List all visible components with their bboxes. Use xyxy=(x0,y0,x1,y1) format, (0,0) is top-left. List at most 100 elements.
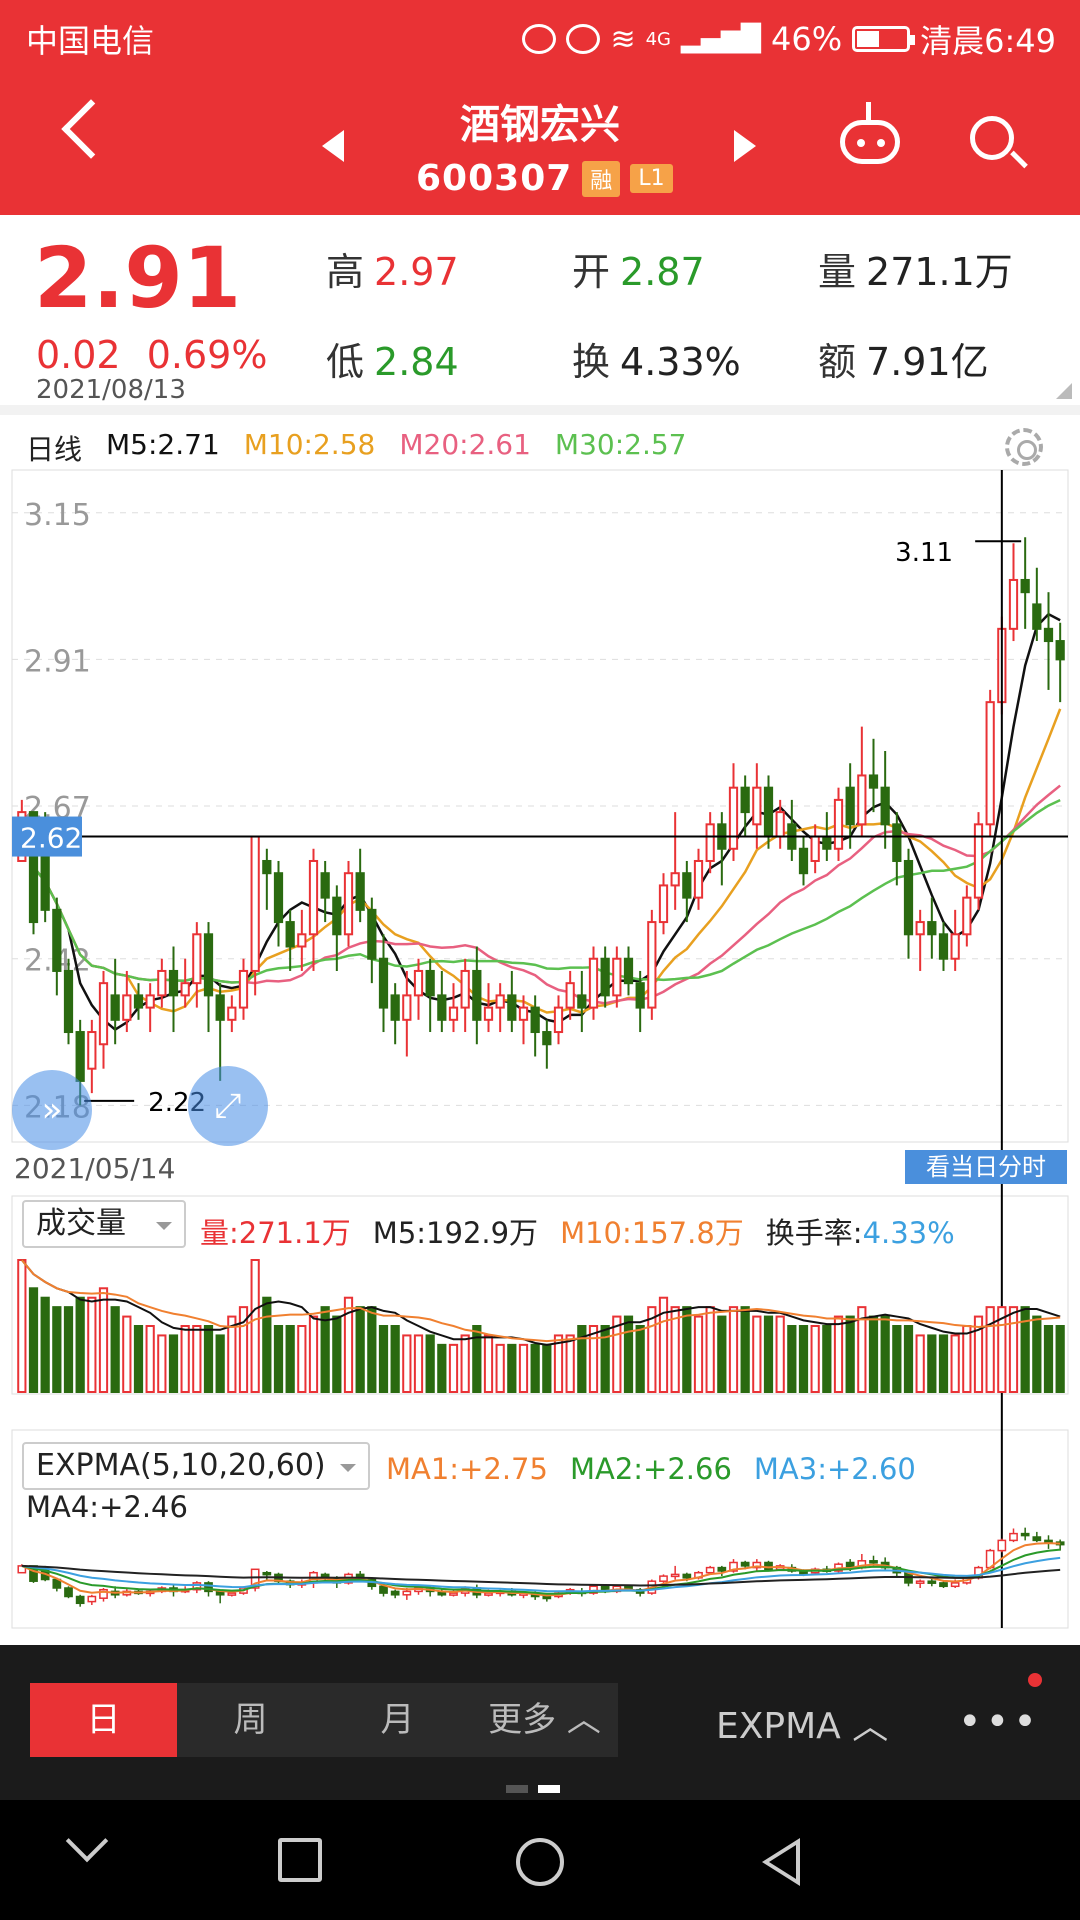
candle-down xyxy=(892,823,902,862)
expma-candle-up xyxy=(402,1590,412,1596)
candle-up xyxy=(145,994,155,1009)
gear-icon[interactable] xyxy=(1005,428,1043,466)
tab-more[interactable]: 更多 ︿ xyxy=(488,1700,601,1740)
bottom-toolbar: 日 周 月 更多 ︿ EXPMA ︿ ••• xyxy=(0,1645,1080,1800)
expma-candle-up xyxy=(705,1566,715,1574)
chevron-down-icon xyxy=(156,1222,172,1230)
candle-up xyxy=(705,823,715,862)
candle-up xyxy=(413,969,424,997)
volume-bar-down xyxy=(822,1325,832,1393)
candle-down xyxy=(203,933,214,997)
volume-bar-up xyxy=(915,1334,925,1394)
candle-up xyxy=(658,884,669,924)
fullscreen-icon[interactable]: ⤢ xyxy=(188,1066,268,1146)
candle-up xyxy=(833,798,844,850)
volume-bar-down xyxy=(355,1306,365,1393)
volume-bar-up xyxy=(180,1325,190,1393)
alarm-icon xyxy=(522,24,557,54)
volume-chart-frame xyxy=(11,1195,1069,1395)
candle-down xyxy=(542,1031,552,1046)
scroll-left-icon[interactable]: » xyxy=(12,1070,92,1150)
expma-ma2-line xyxy=(21,1548,1061,1595)
candle-up xyxy=(518,1006,529,1021)
volume-bar-up xyxy=(17,1259,27,1393)
volume-bar-down xyxy=(1020,1306,1030,1393)
candle-up xyxy=(402,994,412,1021)
candle-down xyxy=(285,921,295,948)
candle-down xyxy=(355,872,365,911)
hide-nav-icon[interactable] xyxy=(65,1819,109,1863)
volume-bar-down xyxy=(763,1315,774,1393)
volume-bar-down xyxy=(437,1343,447,1394)
search-icon[interactable] xyxy=(970,116,1014,160)
volume-bar-down xyxy=(542,1343,552,1394)
candle-down xyxy=(1020,578,1030,594)
quote-panel: 2.91 0.02 0.69% 2021/08/13 高 2.97 开 2.87 量… xyxy=(0,215,1080,405)
volume-bar-down xyxy=(203,1325,214,1393)
stock-code-row: 600307 融 L1 xyxy=(416,158,673,199)
volume-bar-down xyxy=(507,1343,517,1394)
volume-bar-down xyxy=(63,1306,74,1393)
robot-assistant-icon[interactable] xyxy=(840,120,900,164)
volume-bar-down xyxy=(40,1296,50,1393)
volume-ma10-line xyxy=(21,1259,1061,1343)
volume-bar-up xyxy=(588,1325,599,1393)
expma-legend: MA1:+2.75 MA2:+2.66 MA3:+2.60 xyxy=(386,1452,916,1486)
expma-candle-down xyxy=(682,1573,692,1579)
prev-stock-icon[interactable] xyxy=(322,130,344,162)
candle-up xyxy=(192,933,202,985)
tab-month[interactable]: 月 xyxy=(380,1700,415,1740)
expma-chart-frame xyxy=(11,1429,1069,1629)
volume-bar-down xyxy=(285,1325,295,1393)
candle-down xyxy=(437,994,447,1021)
candle-down xyxy=(868,774,879,789)
volume-bar-down xyxy=(75,1296,85,1393)
expma-candle-down xyxy=(379,1585,388,1594)
candle-down xyxy=(740,786,750,814)
volume-indicator-dropdown[interactable]: 成交量 xyxy=(22,1200,186,1248)
turnover-field: 换 4.33% xyxy=(572,331,741,386)
tab-week[interactable]: 周 xyxy=(233,1700,268,1740)
expma-candle-down xyxy=(204,1582,213,1593)
volume-legend: 量:271.1万 M5:192.9万 M10:157.8万 换手率:4.33% xyxy=(200,1210,955,1252)
candle-up xyxy=(227,1006,237,1021)
candle-down xyxy=(63,969,74,1034)
expma-ma3-line xyxy=(21,1556,1061,1593)
expand-corner-icon[interactable] xyxy=(1056,383,1072,399)
home-icon[interactable] xyxy=(516,1838,564,1886)
period-label: 日线 xyxy=(26,433,83,466)
candle-up xyxy=(612,957,622,997)
indicator-switch-button[interactable]: EXPMA ︿ xyxy=(716,1706,889,1747)
recents-icon[interactable] xyxy=(278,1838,322,1882)
more-options-icon[interactable]: ••• xyxy=(958,1699,1041,1745)
signal-icon: ▂▄▆█ xyxy=(681,24,761,54)
tab-day[interactable]: 日 xyxy=(30,1683,177,1757)
candle-up xyxy=(1008,578,1019,630)
volume-bar-up xyxy=(157,1334,167,1394)
back-nav-icon[interactable] xyxy=(762,1838,800,1886)
volume-bar-up xyxy=(402,1334,412,1394)
volume-bar-down xyxy=(133,1325,144,1393)
volume-bar-down xyxy=(903,1325,914,1393)
intraday-button[interactable]: 看当日分时 xyxy=(905,1150,1067,1184)
volume-bar-down xyxy=(168,1334,179,1394)
level-tag: L1 xyxy=(630,164,673,193)
candle-down xyxy=(927,921,937,936)
battery-pct: 46% xyxy=(771,20,843,58)
volume-bar-up xyxy=(553,1334,564,1394)
volume-bar-up xyxy=(962,1325,972,1393)
expma-candle-down xyxy=(64,1587,73,1598)
volume-bar-down xyxy=(868,1315,879,1393)
next-stock-icon[interactable] xyxy=(734,130,756,162)
candle-down xyxy=(1043,627,1054,643)
expma-candle-up xyxy=(670,1573,680,1578)
page-dot xyxy=(506,1785,528,1793)
volume-bar-up xyxy=(973,1315,984,1393)
expma-dropdown-label: EXPMA(5,10,20,60) xyxy=(36,1448,326,1483)
kline-chart[interactable]: 3.152.912.672.422.182.623.112.22 xyxy=(0,0,1080,1645)
status-bar: 中国电信 ≋ 4G ▂▄▆█ 46% 清晨6:49 xyxy=(0,0,1080,72)
expma-indicator-dropdown[interactable]: EXPMA(5,10,20,60) xyxy=(22,1442,370,1490)
candle-down xyxy=(215,994,225,1021)
m30-label: M30:2.57 xyxy=(554,428,687,461)
volume-bar-down xyxy=(577,1325,587,1393)
